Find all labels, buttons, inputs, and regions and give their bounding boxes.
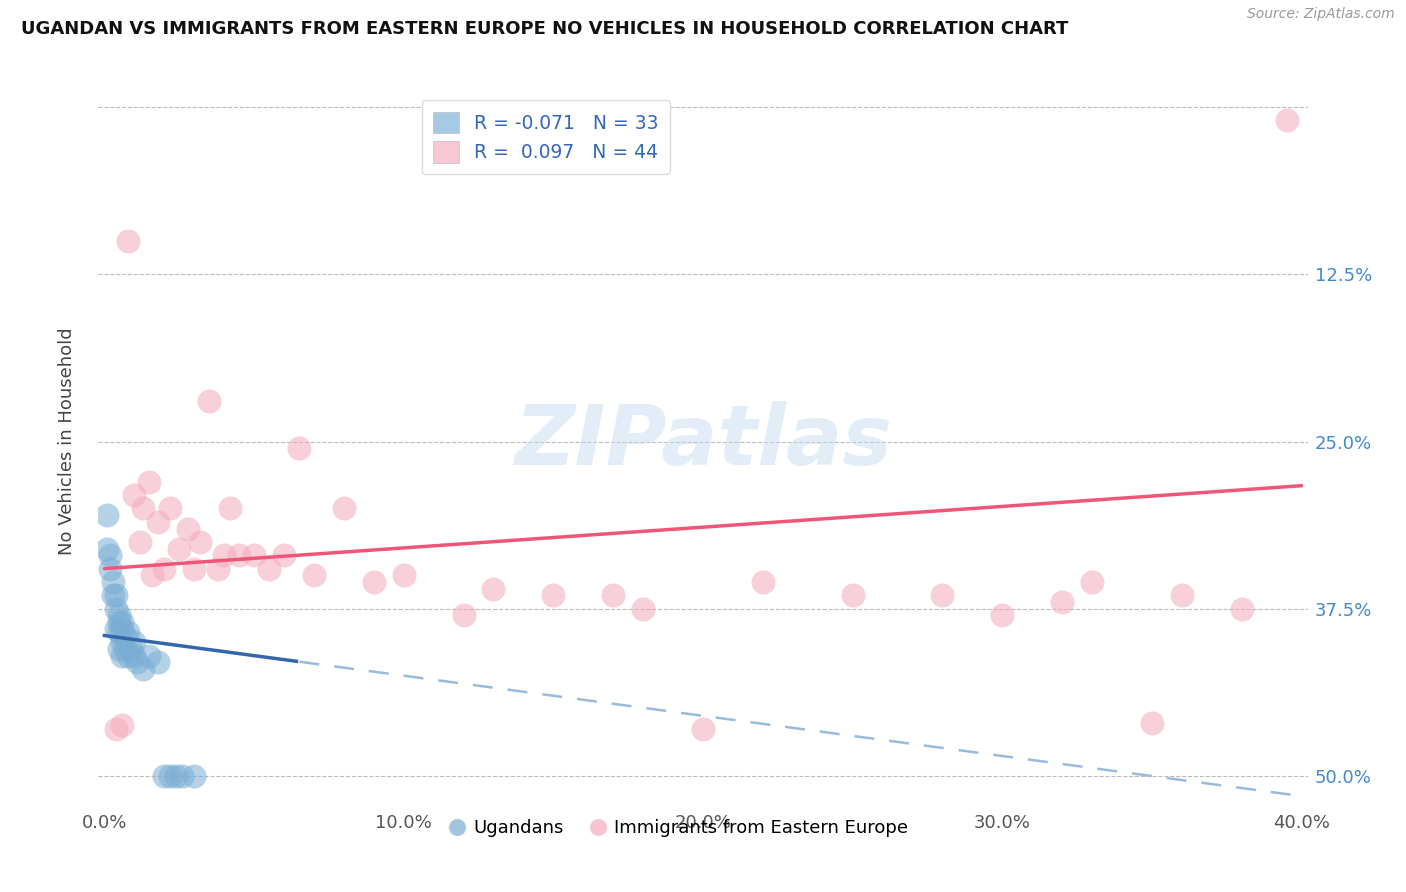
- Point: [127, 655, 149, 669]
- Point: [167, 541, 190, 556]
- Point: [177, 521, 200, 535]
- Point: [243, 548, 266, 563]
- Point: [96, 541, 118, 556]
- Point: [543, 589, 565, 603]
- Point: [111, 615, 134, 630]
- Point: [752, 575, 775, 590]
- Point: [132, 501, 155, 516]
- Point: [207, 562, 229, 576]
- Point: [117, 624, 139, 639]
- Point: [105, 622, 128, 636]
- Point: [111, 622, 134, 636]
- Point: [117, 234, 139, 248]
- Point: [1230, 602, 1253, 616]
- Point: [124, 488, 146, 502]
- Point: [212, 548, 235, 563]
- Point: [124, 648, 146, 663]
- Point: [108, 615, 131, 630]
- Point: [138, 648, 160, 663]
- Point: [1081, 575, 1104, 590]
- Point: [138, 475, 160, 489]
- Point: [392, 568, 415, 582]
- Point: [124, 635, 146, 649]
- Point: [132, 662, 155, 676]
- Point: [111, 635, 134, 649]
- Point: [153, 769, 176, 783]
- Point: [114, 629, 136, 643]
- Text: UGANDAN VS IMMIGRANTS FROM EASTERN EUROPE NO VEHICLES IN HOUSEHOLD CORRELATION C: UGANDAN VS IMMIGRANTS FROM EASTERN EUROP…: [21, 20, 1069, 37]
- Point: [114, 642, 136, 657]
- Point: [1275, 113, 1298, 128]
- Point: [228, 548, 250, 563]
- Point: [219, 501, 242, 516]
- Text: Source: ZipAtlas.com: Source: ZipAtlas.com: [1247, 7, 1395, 21]
- Point: [198, 394, 221, 409]
- Point: [172, 769, 194, 783]
- Point: [100, 562, 122, 576]
- Point: [108, 608, 131, 623]
- Point: [288, 442, 311, 455]
- Point: [165, 769, 187, 783]
- Point: [111, 718, 134, 732]
- Legend: Ugandans, Immigrants from Eastern Europe: Ugandans, Immigrants from Eastern Europe: [443, 812, 915, 845]
- Point: [100, 548, 122, 563]
- Point: [141, 568, 163, 582]
- Point: [188, 535, 211, 549]
- Point: [105, 602, 128, 616]
- Point: [159, 769, 181, 783]
- Point: [111, 648, 134, 663]
- Point: [159, 501, 181, 516]
- Point: [333, 501, 356, 516]
- Point: [273, 548, 295, 563]
- Point: [257, 562, 280, 576]
- Point: [302, 568, 325, 582]
- Point: [148, 655, 170, 669]
- Point: [153, 562, 176, 576]
- Point: [1050, 595, 1073, 609]
- Point: [117, 648, 139, 663]
- Point: [103, 589, 125, 603]
- Point: [183, 562, 205, 576]
- Point: [1171, 589, 1194, 603]
- Point: [841, 589, 863, 603]
- Point: [105, 723, 128, 737]
- Point: [148, 515, 170, 529]
- Point: [96, 508, 118, 523]
- Point: [692, 723, 714, 737]
- Point: [183, 769, 205, 783]
- Point: [108, 642, 131, 657]
- Point: [602, 589, 624, 603]
- Y-axis label: No Vehicles in Household: No Vehicles in Household: [58, 327, 76, 556]
- Point: [482, 582, 505, 596]
- Point: [991, 608, 1014, 623]
- Point: [129, 535, 152, 549]
- Point: [931, 589, 953, 603]
- Point: [120, 642, 142, 657]
- Text: ZIPatlas: ZIPatlas: [515, 401, 891, 482]
- Point: [1140, 715, 1163, 730]
- Point: [103, 575, 125, 590]
- Point: [363, 575, 385, 590]
- Point: [108, 624, 131, 639]
- Point: [105, 589, 128, 603]
- Point: [631, 602, 654, 616]
- Point: [453, 608, 475, 623]
